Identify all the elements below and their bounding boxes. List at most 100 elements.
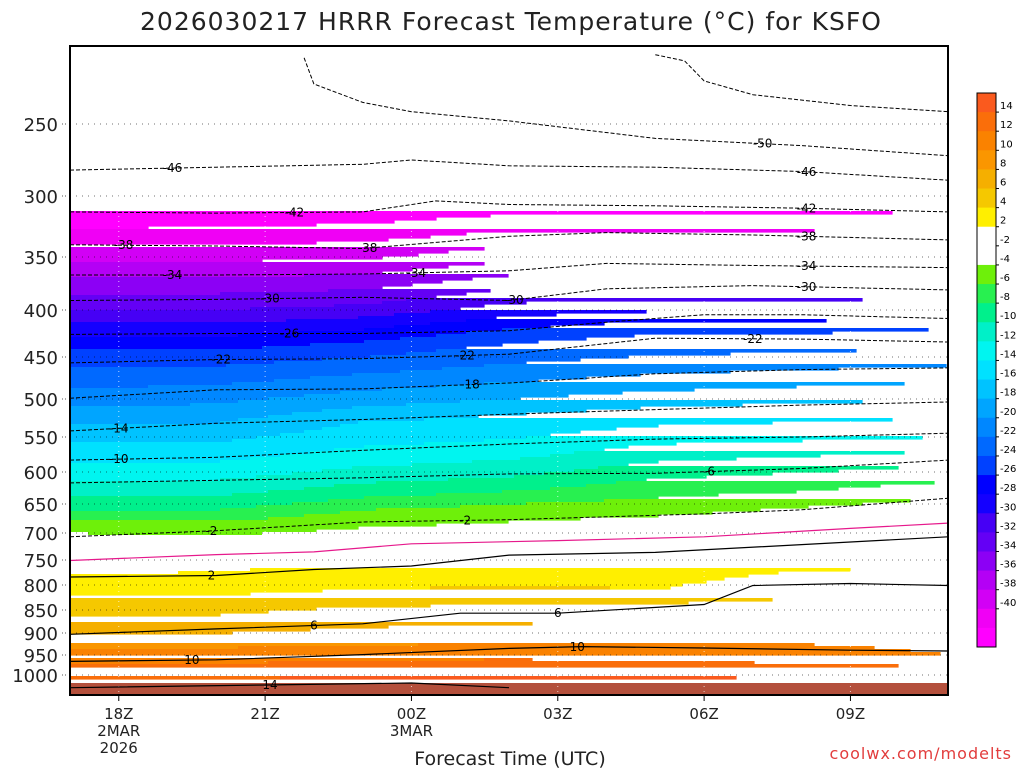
colorbar-label: -34	[1000, 540, 1016, 551]
field-cell	[598, 466, 899, 470]
field-cell	[70, 532, 89, 536]
x-tick-label: 3MAR	[390, 722, 433, 740]
contour-label: -26	[280, 327, 300, 341]
colorbar-swatch	[977, 475, 996, 495]
field-cell	[574, 451, 905, 455]
field-cell	[262, 346, 467, 350]
colorbar-label: -4	[1000, 254, 1010, 265]
field-cell	[328, 289, 491, 293]
field-cell	[70, 247, 485, 251]
field-cell	[70, 391, 341, 395]
x-tick-label: 2MAR	[97, 722, 140, 740]
field-cell	[70, 487, 305, 491]
contour-line	[70, 497, 948, 538]
field-cell	[70, 385, 149, 389]
field-cell	[514, 475, 707, 479]
contour-label: -34	[407, 266, 427, 280]
field-cell	[70, 496, 365, 500]
field-cell	[70, 301, 383, 305]
colorbar-label: -10	[1000, 311, 1016, 322]
field-cell	[70, 499, 329, 503]
field-cell	[70, 424, 341, 428]
field-cell	[88, 532, 263, 536]
colorbar-swatch	[977, 93, 996, 113]
field-cell	[70, 469, 323, 473]
field-cell	[310, 376, 587, 380]
y-tick-label: 600	[24, 463, 58, 484]
contour-line	[70, 285, 948, 302]
field-cell	[70, 286, 383, 290]
colorbar-label: -22	[1000, 426, 1016, 437]
field-cell	[610, 586, 671, 590]
field-cell	[70, 316, 359, 320]
field-cell	[436, 334, 635, 338]
field-cell	[70, 400, 239, 404]
field-cell	[70, 223, 317, 227]
field-cell	[70, 310, 431, 314]
x-tick-label: 09Z	[836, 705, 865, 723]
field-cell	[148, 385, 437, 389]
x-tick-label: 18Z	[104, 705, 133, 723]
y-tick-label: 750	[24, 551, 58, 572]
plot-frame	[69, 45, 949, 696]
field-cell	[430, 586, 611, 590]
credit-text[interactable]: coolwx.com/modelts	[830, 744, 1012, 763]
field-cell	[70, 280, 443, 284]
field-cell	[232, 439, 485, 443]
colorbar-label: 6	[1000, 178, 1006, 189]
field-cell	[334, 448, 605, 452]
field-cell	[70, 577, 725, 581]
contour-label: 6	[554, 606, 562, 620]
field-cell	[70, 646, 239, 650]
field-cell	[574, 469, 839, 473]
contour-line	[70, 582, 948, 635]
y-tick-label: 800	[24, 576, 58, 597]
contour-line	[70, 200, 948, 214]
contour-line	[70, 367, 948, 399]
field-cell	[70, 412, 293, 416]
field-cell	[280, 433, 551, 437]
contour-label: -46	[797, 165, 817, 179]
field-cell	[502, 328, 929, 332]
field-cell	[70, 370, 401, 374]
contour-line	[70, 432, 948, 461]
contour-label: -30	[260, 292, 280, 306]
colorbar-label: 8	[1000, 158, 1006, 169]
field-cell	[256, 505, 461, 509]
field-cell	[322, 358, 581, 362]
field-cell	[70, 313, 395, 317]
field-cell	[394, 325, 551, 329]
colorbar-label: -6	[1000, 273, 1010, 284]
field-cell	[304, 274, 509, 278]
field-cell	[70, 253, 419, 257]
field-cell	[70, 472, 293, 476]
field-cell	[70, 217, 437, 221]
field-cell	[70, 538, 791, 542]
colorbar-swatch	[977, 398, 996, 419]
field-cell	[448, 478, 647, 482]
colorbar-swatch	[977, 570, 996, 591]
field-cell	[436, 493, 719, 497]
field-bottom-band	[70, 683, 948, 695]
colorbar-label: -12	[1000, 330, 1016, 341]
field-cell	[304, 394, 569, 398]
field-cell	[304, 430, 581, 434]
field-cell	[70, 463, 413, 467]
field-cell	[70, 535, 899, 539]
colorbar-swatch	[977, 494, 996, 514]
field-cell	[220, 292, 467, 296]
colorbar-label: -32	[1000, 521, 1016, 532]
colorbar-frame	[976, 92, 997, 648]
field-cell	[400, 370, 731, 374]
x-tick-label: 03Z	[543, 705, 572, 723]
field-cell	[70, 661, 269, 665]
contour-label: -38	[797, 229, 817, 243]
field-cell	[190, 403, 407, 407]
contour-label: -6	[703, 465, 715, 479]
field-cell	[268, 661, 755, 665]
field-cell	[178, 571, 779, 575]
contour-line	[70, 337, 948, 364]
field-cell	[466, 319, 827, 323]
field-cell	[232, 382, 485, 386]
